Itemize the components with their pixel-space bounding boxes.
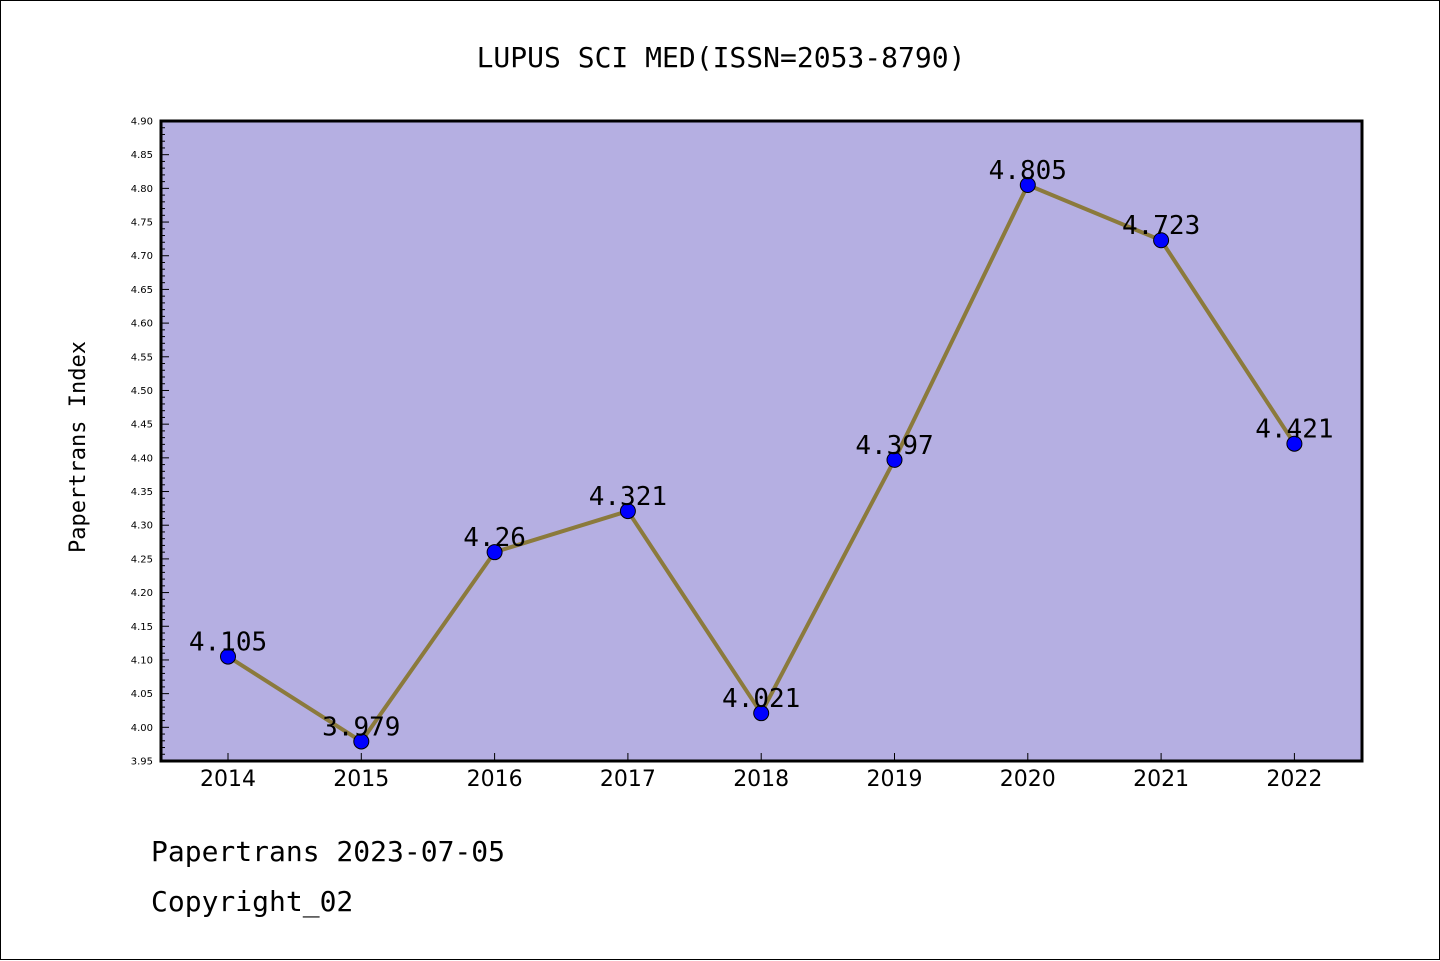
- y-tick-label: 4.50: [131, 386, 153, 397]
- data-point: [753, 705, 770, 722]
- y-tick-label: 4.40: [131, 453, 153, 464]
- y-tick-label: 4.20: [131, 588, 153, 599]
- data-label: 4.723: [1122, 211, 1200, 241]
- data-point: [1019, 177, 1036, 193]
- y-tick-label: 4.10: [131, 655, 153, 666]
- y-tick-label: 4.90: [131, 117, 153, 128]
- data-label: 4.321: [589, 482, 667, 512]
- x-axis: 2014 2015 2016 2017 2018 2019 2020 2021 2022: [200, 753, 1322, 792]
- y-tick-label: 4.30: [131, 521, 153, 532]
- y-tick-label: 4.65: [131, 285, 153, 296]
- y-tick-label: 4.15: [131, 622, 153, 633]
- data-label: 3.979: [322, 712, 400, 742]
- data-point: [619, 503, 636, 520]
- x-tick-label: 2016: [467, 767, 523, 792]
- data-label: 4.26: [463, 523, 526, 553]
- data-label: 4.421: [1255, 415, 1333, 445]
- data-label: 4.021: [722, 684, 800, 714]
- data-label: 4.397: [855, 431, 933, 461]
- plot-area: [159, 119, 1364, 763]
- x-tick-label: 2017: [600, 767, 656, 792]
- y-tick-label: 4.60: [131, 319, 153, 330]
- x-tick-label: 2020: [1000, 767, 1056, 792]
- y-tick-label: 4.05: [131, 689, 153, 700]
- y-tick-label: 4.00: [131, 723, 153, 734]
- x-tick-label: 2019: [867, 767, 923, 792]
- x-tick-label: 2022: [1266, 767, 1322, 792]
- data-label: 4.105: [189, 628, 267, 658]
- data-point: [220, 648, 236, 665]
- x-tick-label: 2021: [1133, 767, 1189, 792]
- series-group: 4.105 3.979 4.26 4.321 4.021 4.397 4.805 4.723 4…: [189, 156, 1334, 750]
- y-tick-label: 4.80: [131, 184, 153, 195]
- x-tick-label: 2018: [733, 767, 789, 792]
- y-tick-label: 4.75: [131, 218, 153, 229]
- data-point: [1153, 232, 1170, 249]
- data-point: [353, 733, 370, 750]
- data-label: 4.805: [989, 156, 1067, 186]
- footer-date: Papertrans 2023-07-05: [151, 835, 506, 868]
- data-point: [886, 451, 903, 468]
- data-point: [1286, 435, 1303, 452]
- y-tick-label: 4.70: [131, 251, 153, 262]
- footer-copyright: Copyright_02: [151, 885, 354, 918]
- y-tick-label: 4.55: [131, 352, 153, 363]
- y-tick-label: 4.25: [131, 554, 153, 565]
- x-tick-label: 2015: [333, 767, 389, 792]
- y-tick-label: 4.45: [131, 420, 153, 431]
- y-axis-label: Papertrans Index: [66, 341, 91, 553]
- y-tick-label: 4.35: [131, 487, 153, 498]
- y-tick-label: 4.85: [131, 150, 153, 161]
- y-tick-label: 3.95: [131, 757, 153, 768]
- x-tick-label: 2014: [200, 767, 256, 792]
- y-axis: 3.95 4.00 4.05 4.10 4.15 4.20 4.25 4.30 4.35 4.40…: [131, 117, 169, 768]
- data-point: [486, 544, 503, 561]
- chart-title: LUPUS SCI MED(ISSN=2053-8790): [477, 41, 966, 74]
